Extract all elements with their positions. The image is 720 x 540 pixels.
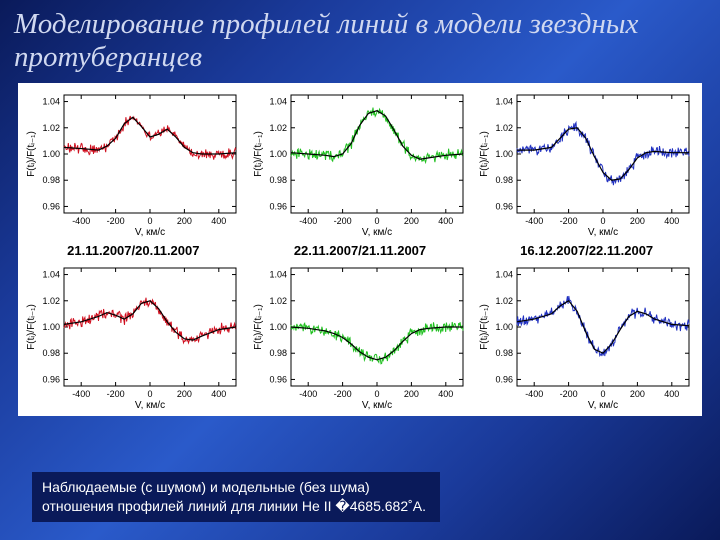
svg-text:0: 0 (374, 216, 379, 226)
svg-text:1.00: 1.00 (42, 322, 60, 332)
svg-text:F(tᵢ)/F(tᵢ₋₁): F(tᵢ)/F(tᵢ₋₁) (479, 131, 490, 177)
svg-text:0.98: 0.98 (42, 348, 60, 358)
date-label-0: 21.11.2007/20.11.2007 (22, 241, 245, 260)
svg-text:200: 200 (630, 216, 645, 226)
svg-text:0.96: 0.96 (496, 201, 514, 211)
svg-text:200: 200 (177, 216, 192, 226)
svg-text:400: 400 (211, 216, 226, 226)
chart-r0-c1: -400 -200 0 200 400 0.96 0.98 1.00 1.02 1.04 V, км… (249, 89, 472, 239)
svg-text:-200: -200 (560, 389, 578, 399)
svg-text:1.00: 1.00 (269, 322, 287, 332)
svg-text:F(tᵢ)/F(tᵢ₋₁): F(tᵢ)/F(tᵢ₋₁) (253, 131, 264, 177)
svg-text:1.02: 1.02 (42, 295, 60, 305)
svg-text:200: 200 (177, 389, 192, 399)
charts-panel: -400 -200 0 200 400 0.96 0.98 1.00 1.02 1.04 V, км… (18, 83, 702, 416)
svg-text:F(tᵢ)/F(tᵢ₋₁): F(tᵢ)/F(tᵢ₋₁) (26, 304, 37, 350)
svg-text:0.96: 0.96 (496, 374, 514, 384)
svg-text:0.98: 0.98 (496, 175, 514, 185)
svg-text:V, км/с: V, км/с (135, 227, 165, 238)
svg-text:1.04: 1.04 (496, 96, 514, 106)
svg-text:0: 0 (147, 389, 152, 399)
svg-text:1.04: 1.04 (496, 269, 514, 279)
svg-text:0.98: 0.98 (496, 348, 514, 358)
svg-text:-400: -400 (72, 389, 90, 399)
svg-text:F(tᵢ)/F(tᵢ₋₁): F(tᵢ)/F(tᵢ₋₁) (253, 304, 264, 350)
svg-text:0.96: 0.96 (42, 201, 60, 211)
svg-text:1.02: 1.02 (496, 122, 514, 132)
svg-text:1.02: 1.02 (269, 122, 287, 132)
svg-text:1.02: 1.02 (42, 122, 60, 132)
caption-box: Наблюдаемые (с шумом) и модельные (без ш… (32, 472, 440, 522)
svg-text:200: 200 (404, 216, 419, 226)
svg-text:F(tᵢ)/F(tᵢ₋₁): F(tᵢ)/F(tᵢ₋₁) (479, 304, 490, 350)
svg-text:1.02: 1.02 (496, 295, 514, 305)
chart-r0-c0: -400 -200 0 200 400 0.96 0.98 1.00 1.02 1.04 V, км… (22, 89, 245, 239)
svg-text:0: 0 (601, 389, 606, 399)
svg-text:V, км/с: V, км/с (361, 227, 391, 238)
svg-text:-400: -400 (299, 216, 317, 226)
svg-text:-400: -400 (299, 389, 317, 399)
svg-text:-200: -200 (107, 216, 125, 226)
svg-text:-200: -200 (333, 389, 351, 399)
svg-text:-400: -400 (526, 216, 544, 226)
svg-text:1.00: 1.00 (269, 149, 287, 159)
svg-text:0.96: 0.96 (269, 374, 287, 384)
svg-text:400: 400 (438, 216, 453, 226)
svg-text:200: 200 (404, 389, 419, 399)
svg-text:0.96: 0.96 (42, 374, 60, 384)
svg-text:-200: -200 (333, 216, 351, 226)
svg-text:1.04: 1.04 (269, 269, 287, 279)
svg-text:400: 400 (211, 389, 226, 399)
svg-text:1.00: 1.00 (496, 322, 514, 332)
slide-title: Моделирование профилей линий в модели зв… (0, 0, 720, 79)
chart-r1-c0: -400 -200 0 200 400 0.96 0.98 1.00 1.02 1.04 V, км… (22, 262, 245, 412)
svg-text:0.98: 0.98 (269, 348, 287, 358)
chart-r1-c2: -400 -200 0 200 400 0.96 0.98 1.00 1.02 1.04 V, км… (475, 262, 698, 412)
svg-text:1.04: 1.04 (269, 96, 287, 106)
chart-r1-c1: -400 -200 0 200 400 0.96 0.98 1.00 1.02 1.04 V, км… (249, 262, 472, 412)
svg-text:200: 200 (630, 389, 645, 399)
svg-text:400: 400 (665, 389, 680, 399)
date-label-1: 22.11.2007/21.11.2007 (249, 241, 472, 260)
svg-text:0.98: 0.98 (269, 175, 287, 185)
svg-text:0.98: 0.98 (42, 175, 60, 185)
svg-text:0.96: 0.96 (269, 201, 287, 211)
svg-text:1.02: 1.02 (269, 295, 287, 305)
svg-text:0: 0 (374, 389, 379, 399)
svg-text:V, км/с: V, км/с (588, 400, 618, 411)
svg-text:0: 0 (601, 216, 606, 226)
svg-text:1.04: 1.04 (42, 96, 60, 106)
svg-text:-400: -400 (526, 389, 544, 399)
svg-text:F(tᵢ)/F(tᵢ₋₁): F(tᵢ)/F(tᵢ₋₁) (26, 131, 37, 177)
svg-text:400: 400 (665, 216, 680, 226)
svg-text:V, км/с: V, км/с (588, 227, 618, 238)
svg-text:0: 0 (147, 216, 152, 226)
date-label-2: 16.12.2007/22.11.2007 (475, 241, 698, 260)
svg-text:400: 400 (438, 389, 453, 399)
svg-text:1.00: 1.00 (42, 149, 60, 159)
svg-text:1.00: 1.00 (496, 149, 514, 159)
chart-r0-c2: -400 -200 0 200 400 0.96 0.98 1.00 1.02 1.04 V, км… (475, 89, 698, 239)
svg-text:-200: -200 (560, 216, 578, 226)
svg-text:-400: -400 (72, 216, 90, 226)
svg-text:V, км/с: V, км/с (135, 400, 165, 411)
svg-text:V, км/с: V, км/с (361, 400, 391, 411)
svg-text:1.04: 1.04 (42, 269, 60, 279)
svg-text:-200: -200 (107, 389, 125, 399)
